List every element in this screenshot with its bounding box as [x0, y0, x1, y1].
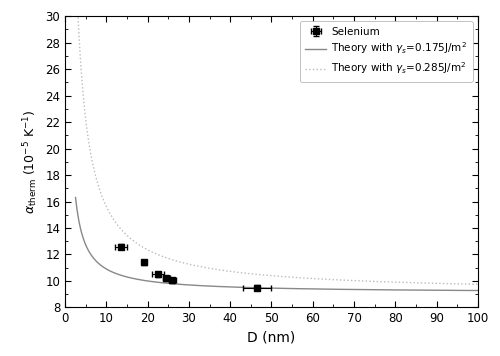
Theory with $\gamma_s$=0.175J/m$^2$ — [348, 287, 354, 292]
Theory with $\gamma_s$=0.285J/m$^2$ — [72, 14, 78, 18]
Theory with $\gamma_s$=0.175J/m$^2$ — [475, 288, 481, 293]
Y-axis label: $\alpha_{\mathrm{therm}}$ (10$^{-5}$ K$^{-1}$): $\alpha_{\mathrm{therm}}$ (10$^{-5}$ K$^… — [21, 110, 40, 214]
Theory with $\gamma_s$=0.285J/m$^2$ — [250, 272, 256, 276]
Theory with $\gamma_s$=0.175J/m$^2$ — [394, 288, 400, 292]
Line: Theory with $\gamma_s$=0.175J/m$^2$: Theory with $\gamma_s$=0.175J/m$^2$ — [76, 198, 478, 290]
Theory with $\gamma_s$=0.285J/m$^2$ — [386, 280, 392, 284]
Theory with $\gamma_s$=0.175J/m$^2$ — [386, 288, 392, 292]
Theory with $\gamma_s$=0.285J/m$^2$ — [475, 282, 481, 287]
Theory with $\gamma_s$=0.285J/m$^2$ — [114, 222, 119, 226]
Theory with $\gamma_s$=0.175J/m$^2$ — [250, 286, 256, 290]
Theory with $\gamma_s$=0.175J/m$^2$ — [114, 272, 119, 276]
Theory with $\gamma_s$=0.285J/m$^2$ — [394, 280, 400, 284]
Theory with $\gamma_s$=0.285J/m$^2$ — [348, 278, 354, 283]
Theory with $\gamma_s$=0.285J/m$^2$ — [235, 270, 241, 274]
Theory with $\gamma_s$=0.175J/m$^2$ — [235, 285, 241, 289]
X-axis label: D (nm): D (nm) — [248, 331, 296, 345]
Line: Theory with $\gamma_s$=0.285J/m$^2$: Theory with $\gamma_s$=0.285J/m$^2$ — [76, 16, 478, 284]
Legend: Selenium, Theory with $\gamma_s$=0.175J/m$^2$, Theory with $\gamma_s$=0.285J/m$^: Selenium, Theory with $\gamma_s$=0.175J/… — [300, 21, 472, 82]
Theory with $\gamma_s$=0.175J/m$^2$ — [72, 195, 78, 200]
